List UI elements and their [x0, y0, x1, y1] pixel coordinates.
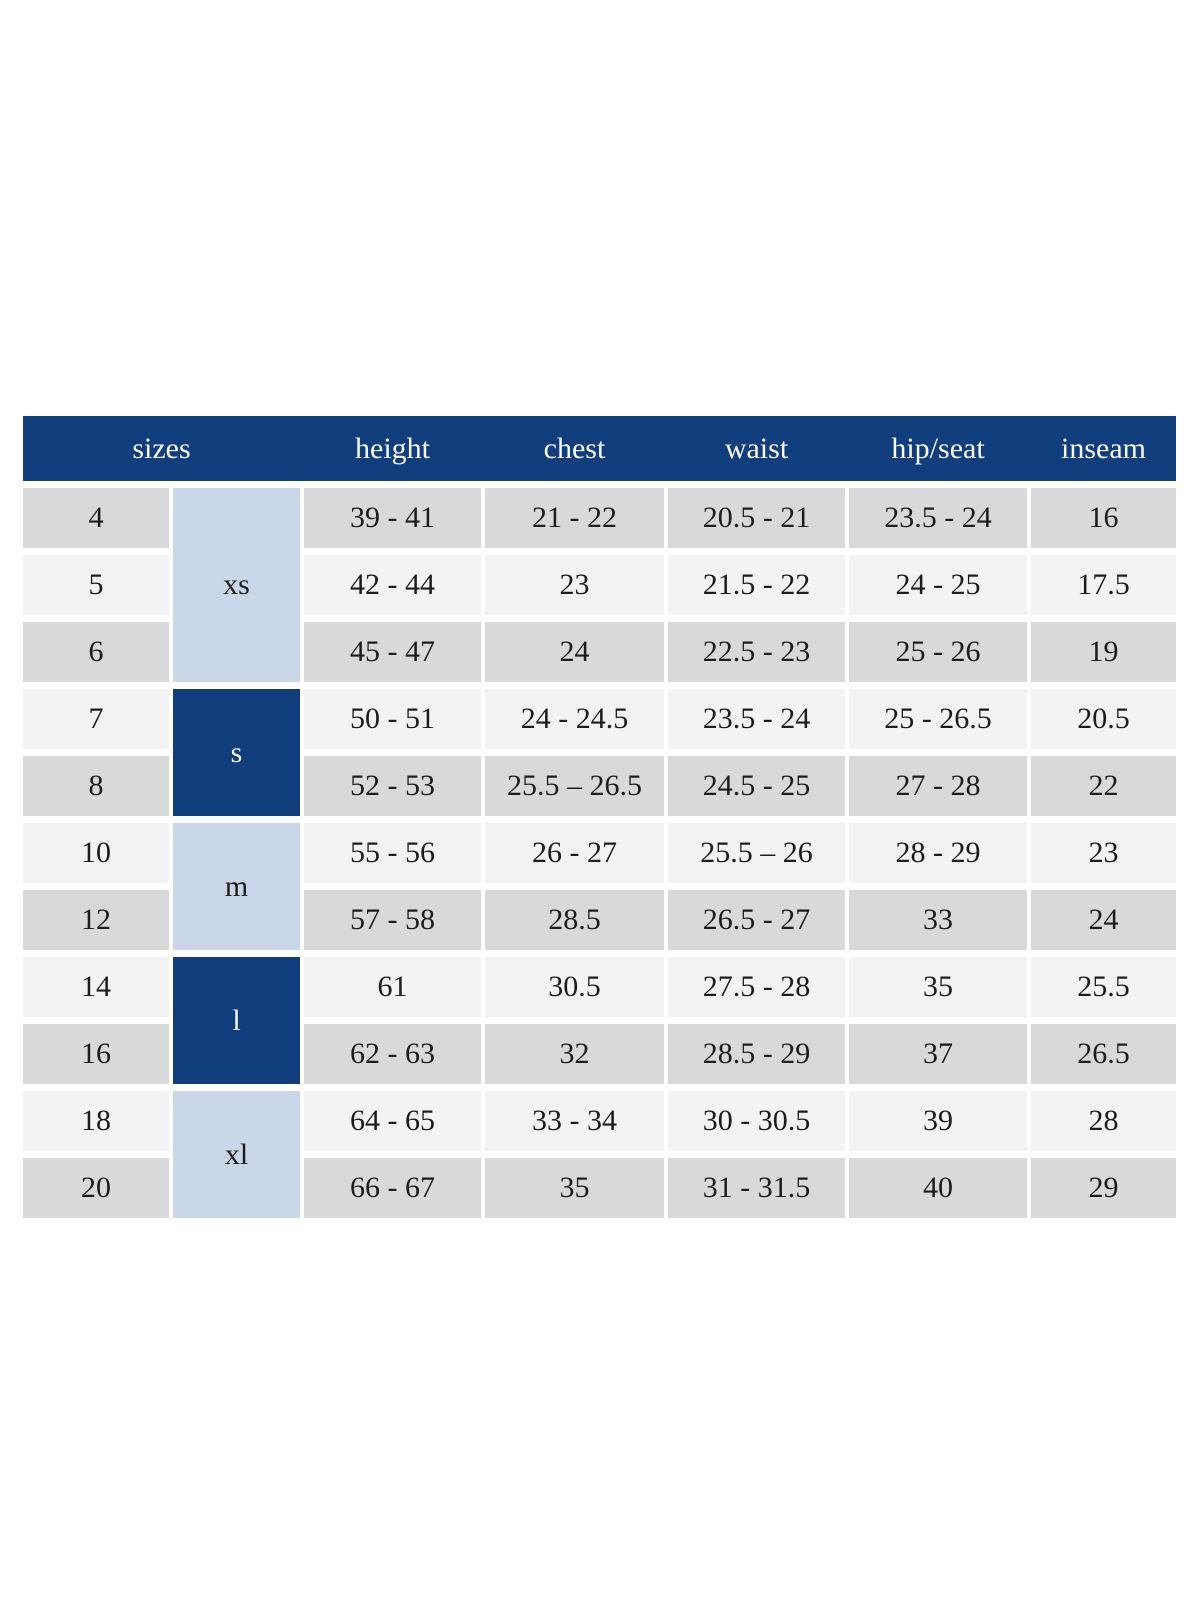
- table-header: sizes height chest waist hip/seat inseam: [23, 416, 1176, 481]
- size-cell: 16: [23, 1024, 169, 1084]
- measurement-cell-hip-seat: 27 - 28: [849, 756, 1027, 816]
- size-chart-table: sizes height chest waist hip/seat inseam…: [23, 416, 1176, 1218]
- measurement-cell-inseam: 20.5: [1031, 689, 1176, 749]
- column-header-waist: waist: [724, 432, 789, 465]
- size-cell: 10: [23, 823, 169, 883]
- measurement-cell-inseam: 23: [1031, 823, 1176, 883]
- measurement-cell-waist: 28.5 - 29: [668, 1024, 845, 1084]
- size-group-cell-xs: xs: [173, 488, 300, 682]
- column-header-sizes: sizes: [132, 432, 191, 465]
- measurement-cell-chest: 33 - 34: [485, 1091, 664, 1151]
- measurement-cell-height: 62 - 63: [304, 1024, 481, 1084]
- measurement-cell-hip-seat: 25 - 26.5: [849, 689, 1027, 749]
- size-group-cell-m: m: [173, 823, 300, 950]
- measurement-cell-inseam: 29: [1031, 1158, 1176, 1218]
- measurement-cell-waist: 27.5 - 28: [668, 957, 845, 1017]
- measurement-cell-hip-seat: 39: [849, 1091, 1027, 1151]
- column-header-chest: chest: [543, 432, 606, 465]
- measurement-cell-height: 66 - 67: [304, 1158, 481, 1218]
- measurement-cell-inseam: 17.5: [1031, 555, 1176, 615]
- size-cell: 14: [23, 957, 169, 1017]
- measurement-cell-waist: 22.5 - 23: [668, 622, 845, 682]
- measurement-cell-inseam: 22: [1031, 756, 1176, 816]
- size-cell: 20: [23, 1158, 169, 1218]
- measurement-cell-height: 39 - 41: [304, 488, 481, 548]
- measurement-cell-inseam: 16: [1031, 488, 1176, 548]
- measurement-cell-hip-seat: 25 - 26: [849, 622, 1027, 682]
- measurement-cell-waist: 21.5 - 22: [668, 555, 845, 615]
- measurement-cell-chest: 26 - 27: [485, 823, 664, 883]
- column-header-hip-seat: hip/seat: [891, 432, 985, 465]
- measurement-cell-height: 57 - 58: [304, 890, 481, 950]
- measurement-cell-hip-seat: 28 - 29: [849, 823, 1027, 883]
- measurement-cell-height: 42 - 44: [304, 555, 481, 615]
- measurement-cell-height: 55 - 56: [304, 823, 481, 883]
- size-cell: 8: [23, 756, 169, 816]
- measurement-cell-height: 45 - 47: [304, 622, 481, 682]
- measurement-cell-hip-seat: 40: [849, 1158, 1027, 1218]
- measurement-cell-chest: 24: [485, 622, 664, 682]
- size-cell: 18: [23, 1091, 169, 1151]
- measurement-cell-chest: 30.5: [485, 957, 664, 1017]
- measurement-cell-height: 50 - 51: [304, 689, 481, 749]
- column-header-height: height: [355, 432, 430, 465]
- measurement-cell-height: 64 - 65: [304, 1091, 481, 1151]
- measurement-cell-inseam: 25.5: [1031, 957, 1176, 1017]
- measurement-cell-waist: 20.5 - 21: [668, 488, 845, 548]
- size-cell: 4: [23, 488, 169, 548]
- measurement-cell-waist: 25.5 – 26: [668, 823, 845, 883]
- measurement-cell-chest: 23: [485, 555, 664, 615]
- measurement-cell-waist: 23.5 - 24: [668, 689, 845, 749]
- column-header-inseam: inseam: [1061, 432, 1146, 465]
- measurement-cell-hip-seat: 35: [849, 957, 1027, 1017]
- measurement-cell-chest: 24 - 24.5: [485, 689, 664, 749]
- measurement-cell-waist: 24.5 - 25: [668, 756, 845, 816]
- measurement-cell-chest: 35: [485, 1158, 664, 1218]
- size-cell: 5: [23, 555, 169, 615]
- size-cell: 7: [23, 689, 169, 749]
- measurement-cell-chest: 21 - 22: [485, 488, 664, 548]
- size-group-cell-s: s: [173, 689, 300, 816]
- measurement-cell-inseam: 24: [1031, 890, 1176, 950]
- measurement-cell-hip-seat: 23.5 - 24: [849, 488, 1027, 548]
- measurement-cell-height: 61: [304, 957, 481, 1017]
- size-group-cell-l: l: [173, 957, 300, 1084]
- measurement-cell-waist: 31 - 31.5: [668, 1158, 845, 1218]
- measurement-cell-inseam: 28: [1031, 1091, 1176, 1151]
- size-cell: 6: [23, 622, 169, 682]
- measurement-cell-inseam: 19: [1031, 622, 1176, 682]
- size-group-cell-xl: xl: [173, 1091, 300, 1218]
- measurement-cell-hip-seat: 33: [849, 890, 1027, 950]
- measurement-cell-chest: 32: [485, 1024, 664, 1084]
- measurement-cell-chest: 25.5 – 26.5: [485, 756, 664, 816]
- measurement-cell-waist: 30 - 30.5: [668, 1091, 845, 1151]
- size-cell: 12: [23, 890, 169, 950]
- measurement-cell-height: 52 - 53: [304, 756, 481, 816]
- measurement-cell-inseam: 26.5: [1031, 1024, 1176, 1084]
- measurement-cell-chest: 28.5: [485, 890, 664, 950]
- measurement-cell-waist: 26.5 - 27: [668, 890, 845, 950]
- measurement-cell-hip-seat: 24 - 25: [849, 555, 1027, 615]
- measurement-cell-hip-seat: 37: [849, 1024, 1027, 1084]
